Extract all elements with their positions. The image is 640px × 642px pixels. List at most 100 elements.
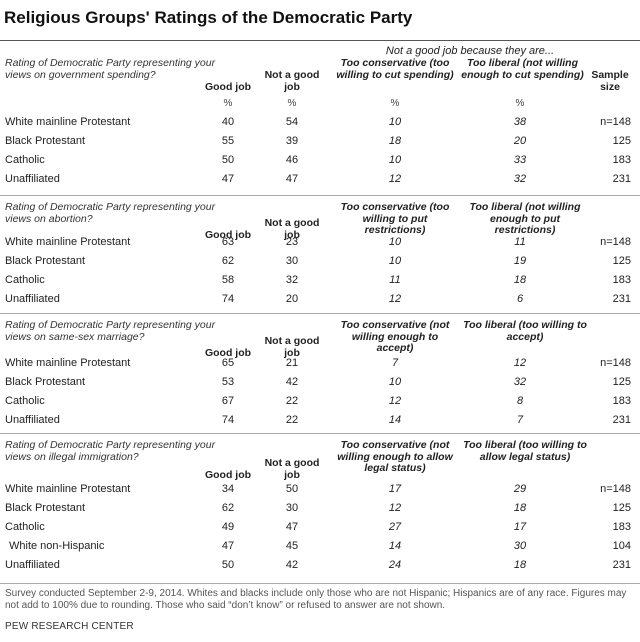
table-row: Black Protestant 62 30 12 18 125 xyxy=(0,502,640,518)
cell-too-liberal: 7 xyxy=(516,414,524,426)
section-4: Rating of Democratic Party representing … xyxy=(0,439,640,560)
cell-too-conservative: 10 xyxy=(388,154,402,166)
cell-too-liberal: 32 xyxy=(513,173,527,185)
cell-good-job: 67 xyxy=(221,395,235,407)
cell-good-job: 65 xyxy=(221,357,235,369)
row-group-label: Catholic xyxy=(5,395,45,407)
col-header-good-job: Good job xyxy=(204,81,252,93)
col-header-too-conservative: Too conservative (too willing to cut spe… xyxy=(336,57,454,81)
cell-too-conservative: 10 xyxy=(388,255,402,267)
question-label: Rating of Democratic Party representing … xyxy=(5,439,216,463)
cell-too-conservative: 12 xyxy=(388,293,402,305)
cell-too-liberal: 12 xyxy=(513,357,527,369)
cell-too-liberal: 18 xyxy=(513,502,527,514)
col-header-good-job: Good job xyxy=(204,229,252,241)
col-header-good-job: Good job xyxy=(204,347,252,359)
col-header-not-good-job: Not a good job xyxy=(264,217,320,241)
cell-sample-size: 183 xyxy=(612,395,631,407)
cell-sample-size: n=148 xyxy=(600,483,631,495)
cell-too-conservative: 24 xyxy=(388,559,402,571)
cell-not-good-job: 47 xyxy=(285,173,299,185)
cell-not-good-job: 20 xyxy=(285,293,299,305)
cell-too-liberal: 33 xyxy=(513,154,527,166)
cell-good-job: 62 xyxy=(221,502,235,514)
row-group-label: Unaffiliated xyxy=(5,559,60,571)
table-row: Black Protestant 55 39 18 20 125 xyxy=(0,135,640,151)
row-group-label: Catholic xyxy=(5,521,45,533)
table-row: Unaffiliated 74 20 12 6 231 xyxy=(0,293,640,309)
cell-not-good-job: 46 xyxy=(285,154,299,166)
cell-sample-size: 183 xyxy=(612,154,631,166)
cell-not-good-job: 22 xyxy=(285,395,299,407)
section-divider xyxy=(0,433,640,434)
table-row: White mainline Protestant 65 21 7 12 n=148 xyxy=(0,357,640,373)
row-group-label: White non-Hispanic xyxy=(9,540,105,552)
col-header-not-good-job: Not a good job xyxy=(264,335,320,359)
row-group-label: Catholic xyxy=(5,154,45,166)
cell-too-liberal: 18 xyxy=(513,274,527,286)
row-group-label: White mainline Protestant xyxy=(5,116,131,128)
percent-marker-notg: % xyxy=(287,98,297,109)
cell-good-job: 55 xyxy=(221,135,235,147)
cell-not-good-job: 32 xyxy=(285,274,299,286)
table-row: White non-Hispanic 47 45 14 30 104 xyxy=(0,540,640,556)
cell-not-good-job: 42 xyxy=(285,376,299,388)
col-header-too-liberal: Too liberal (not willing enough to cut s… xyxy=(461,57,584,81)
cell-sample-size: 231 xyxy=(612,414,631,426)
section-divider xyxy=(0,313,640,314)
cell-too-conservative: 27 xyxy=(388,521,402,533)
cell-too-conservative: 14 xyxy=(388,414,402,426)
cell-good-job: 58 xyxy=(221,274,235,286)
table-row: White mainline Protestant 40 54 10 38 n=148 xyxy=(0,116,640,132)
cell-sample-size: 231 xyxy=(612,559,631,571)
table-row: Catholic 49 47 27 17 183 xyxy=(0,521,640,537)
row-group-label: Black Protestant xyxy=(5,255,86,267)
page-title: Religious Groups' Ratings of the Democra… xyxy=(4,8,413,27)
cell-good-job: 47 xyxy=(221,540,235,552)
cell-good-job: 40 xyxy=(221,116,235,128)
col-header-too-conservative: Too conservative (not willing enough to … xyxy=(337,439,453,474)
cell-sample-size: 183 xyxy=(612,521,631,533)
row-group-label: White mainline Protestant xyxy=(5,236,131,248)
cell-sample-size: 125 xyxy=(612,502,631,514)
cell-sample-size: n=148 xyxy=(600,357,631,369)
cell-too-liberal: 8 xyxy=(516,395,524,407)
col-header-too-liberal: Too liberal (too willing to allow legal … xyxy=(463,439,587,463)
cell-good-job: 74 xyxy=(221,293,235,305)
cell-good-job: 49 xyxy=(221,521,235,533)
row-group-label: Black Protestant xyxy=(5,376,86,388)
cell-too-liberal: 18 xyxy=(513,559,527,571)
cell-sample-size: 231 xyxy=(612,293,631,305)
cell-too-conservative: 10 xyxy=(388,376,402,388)
table-row: White mainline Protestant 34 50 17 29 n=148 xyxy=(0,483,640,499)
percent-marker-good: % xyxy=(223,98,233,109)
percent-marker-lib: % xyxy=(515,98,525,109)
cell-good-job: 74 xyxy=(221,414,235,426)
cell-sample-size: 125 xyxy=(612,255,631,267)
cell-sample-size: 104 xyxy=(612,540,631,552)
table-row: White mainline Protestant 63 23 10 11 n=148 xyxy=(0,236,640,252)
cell-not-good-job: 30 xyxy=(285,255,299,267)
section-divider xyxy=(0,195,640,196)
cell-not-good-job: 47 xyxy=(285,521,299,533)
col-header-good-job: Good job xyxy=(204,469,252,481)
section-1: Rating of Democratic Party representing … xyxy=(0,57,640,178)
question-label: Rating of Democratic Party representing … xyxy=(5,319,216,343)
cell-good-job: 34 xyxy=(221,483,235,495)
cell-too-conservative: 12 xyxy=(388,395,402,407)
row-group-label: Black Protestant xyxy=(5,135,86,147)
cell-sample-size: 231 xyxy=(612,173,631,185)
source-credit: PEW RESEARCH CENTER xyxy=(5,621,134,632)
row-group-label: Black Protestant xyxy=(5,502,86,514)
cell-too-liberal: 20 xyxy=(513,135,527,147)
table-row: Black Protestant 62 30 10 19 125 xyxy=(0,255,640,271)
cell-too-liberal: 29 xyxy=(513,483,527,495)
survey-note: Survey conducted September 2-9, 2014. Wh… xyxy=(5,588,627,611)
table-row: Catholic 50 46 10 33 183 xyxy=(0,154,640,170)
cell-too-liberal: 30 xyxy=(513,540,527,552)
row-group-label: Unaffiliated xyxy=(5,414,60,426)
cell-too-conservative: 17 xyxy=(388,483,402,495)
cell-not-good-job: 54 xyxy=(285,116,299,128)
table-row: Unaffiliated 47 47 12 32 231 xyxy=(0,173,640,189)
cell-too-liberal: 32 xyxy=(513,376,527,388)
